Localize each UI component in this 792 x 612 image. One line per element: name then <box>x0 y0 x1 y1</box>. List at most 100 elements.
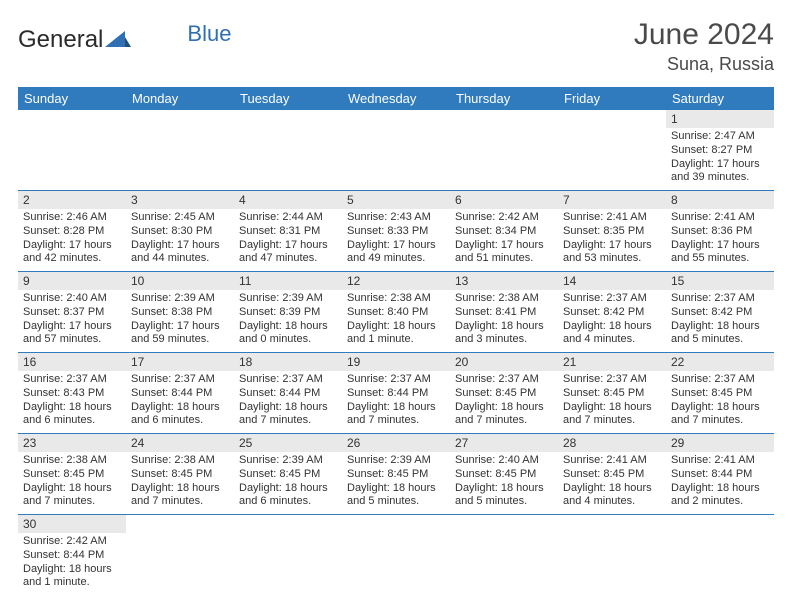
day-number: 30 <box>18 515 126 533</box>
calendar-cell: 14Sunrise: 2:37 AMSunset: 8:42 PMDayligh… <box>558 272 666 353</box>
sunset-text: Sunset: 8:45 PM <box>239 468 337 482</box>
calendar-cell: 5Sunrise: 2:43 AMSunset: 8:33 PMDaylight… <box>342 191 450 272</box>
sunset-text: Sunset: 8:44 PM <box>23 549 121 563</box>
calendar-cell: 26Sunrise: 2:39 AMSunset: 8:45 PMDayligh… <box>342 434 450 515</box>
daylight-text: and 39 minutes. <box>671 171 769 185</box>
daylight-text: Daylight: 17 hours <box>23 239 121 253</box>
sunrise-text: Sunrise: 2:43 AM <box>347 211 445 225</box>
calendar-cell: 19Sunrise: 2:37 AMSunset: 8:44 PMDayligh… <box>342 353 450 434</box>
header: General Blue June 2024 Suna, Russia <box>18 18 774 75</box>
day-number: 14 <box>558 272 666 290</box>
sunrise-text: Sunrise: 2:38 AM <box>23 454 121 468</box>
day-number: 15 <box>666 272 774 290</box>
calendar-cell: 18Sunrise: 2:37 AMSunset: 8:44 PMDayligh… <box>234 353 342 434</box>
sunset-text: Sunset: 8:45 PM <box>671 387 769 401</box>
day-number: 1 <box>666 110 774 128</box>
daylight-text: and 53 minutes. <box>563 252 661 266</box>
weekday-header: Thursday <box>450 87 558 110</box>
sunrise-text: Sunrise: 2:40 AM <box>23 292 121 306</box>
title-block: June 2024 Suna, Russia <box>634 18 774 75</box>
daylight-text: Daylight: 17 hours <box>671 158 769 172</box>
daylight-text: and 5 minutes. <box>671 333 769 347</box>
calendar-week-row: 23Sunrise: 2:38 AMSunset: 8:45 PMDayligh… <box>18 434 774 515</box>
daylight-text: Daylight: 18 hours <box>131 482 229 496</box>
daylight-text: and 7 minutes. <box>23 495 121 509</box>
daylight-text: Daylight: 18 hours <box>563 482 661 496</box>
calendar-cell <box>234 110 342 191</box>
calendar-cell: 30Sunrise: 2:42 AMSunset: 8:44 PMDayligh… <box>18 515 126 596</box>
sunset-text: Sunset: 8:45 PM <box>563 387 661 401</box>
daylight-text: and 49 minutes. <box>347 252 445 266</box>
weekday-header: Saturday <box>666 87 774 110</box>
day-number: 7 <box>558 191 666 209</box>
sunset-text: Sunset: 8:41 PM <box>455 306 553 320</box>
sunrise-text: Sunrise: 2:39 AM <box>239 454 337 468</box>
sunrise-text: Sunrise: 2:38 AM <box>131 454 229 468</box>
sunrise-text: Sunrise: 2:45 AM <box>131 211 229 225</box>
sunset-text: Sunset: 8:36 PM <box>671 225 769 239</box>
weekday-header: Wednesday <box>342 87 450 110</box>
sunrise-text: Sunrise: 2:46 AM <box>23 211 121 225</box>
daylight-text: and 3 minutes. <box>455 333 553 347</box>
sunrise-text: Sunrise: 2:42 AM <box>23 535 121 549</box>
calendar-cell: 28Sunrise: 2:41 AMSunset: 8:45 PMDayligh… <box>558 434 666 515</box>
daylight-text: Daylight: 18 hours <box>563 401 661 415</box>
calendar-cell: 4Sunrise: 2:44 AMSunset: 8:31 PMDaylight… <box>234 191 342 272</box>
calendar-cell: 22Sunrise: 2:37 AMSunset: 8:45 PMDayligh… <box>666 353 774 434</box>
calendar-cell <box>342 110 450 191</box>
daylight-text: Daylight: 18 hours <box>239 401 337 415</box>
daylight-text: Daylight: 18 hours <box>23 401 121 415</box>
daylight-text: and 6 minutes. <box>131 414 229 428</box>
sunrise-text: Sunrise: 2:37 AM <box>671 292 769 306</box>
day-number: 20 <box>450 353 558 371</box>
daylight-text: and 1 minute. <box>347 333 445 347</box>
sunset-text: Sunset: 8:45 PM <box>131 468 229 482</box>
calendar-cell: 24Sunrise: 2:38 AMSunset: 8:45 PMDayligh… <box>126 434 234 515</box>
daylight-text: and 5 minutes. <box>455 495 553 509</box>
day-number: 28 <box>558 434 666 452</box>
daylight-text: Daylight: 18 hours <box>23 482 121 496</box>
calendar-cell <box>450 515 558 596</box>
sunset-text: Sunset: 8:34 PM <box>455 225 553 239</box>
daylight-text: Daylight: 17 hours <box>455 239 553 253</box>
sunset-text: Sunset: 8:44 PM <box>347 387 445 401</box>
calendar-cell <box>234 515 342 596</box>
day-number: 12 <box>342 272 450 290</box>
calendar-week-row: 9Sunrise: 2:40 AMSunset: 8:37 PMDaylight… <box>18 272 774 353</box>
weekday-header-row: Sunday Monday Tuesday Wednesday Thursday… <box>18 87 774 110</box>
calendar-week-row: 30Sunrise: 2:42 AMSunset: 8:44 PMDayligh… <box>18 515 774 596</box>
sunrise-text: Sunrise: 2:39 AM <box>347 454 445 468</box>
calendar-cell: 23Sunrise: 2:38 AMSunset: 8:45 PMDayligh… <box>18 434 126 515</box>
daylight-text: Daylight: 17 hours <box>239 239 337 253</box>
daylight-text: Daylight: 18 hours <box>563 320 661 334</box>
sunrise-text: Sunrise: 2:37 AM <box>347 373 445 387</box>
daylight-text: Daylight: 18 hours <box>131 401 229 415</box>
sunset-text: Sunset: 8:40 PM <box>347 306 445 320</box>
sunset-text: Sunset: 8:45 PM <box>455 468 553 482</box>
daylight-text: and 4 minutes. <box>563 333 661 347</box>
daylight-text: and 7 minutes. <box>455 414 553 428</box>
daylight-text: and 2 minutes. <box>671 495 769 509</box>
calendar-cell <box>558 110 666 191</box>
daylight-text: and 57 minutes. <box>23 333 121 347</box>
day-number: 8 <box>666 191 774 209</box>
day-number: 26 <box>342 434 450 452</box>
calendar-cell: 27Sunrise: 2:40 AMSunset: 8:45 PMDayligh… <box>450 434 558 515</box>
sunrise-text: Sunrise: 2:39 AM <box>239 292 337 306</box>
daylight-text: and 42 minutes. <box>23 252 121 266</box>
daylight-text: Daylight: 18 hours <box>239 482 337 496</box>
day-number: 9 <box>18 272 126 290</box>
sunrise-text: Sunrise: 2:41 AM <box>563 211 661 225</box>
sunset-text: Sunset: 8:43 PM <box>23 387 121 401</box>
sunrise-text: Sunrise: 2:41 AM <box>671 454 769 468</box>
calendar-cell: 20Sunrise: 2:37 AMSunset: 8:45 PMDayligh… <box>450 353 558 434</box>
daylight-text: and 6 minutes. <box>239 495 337 509</box>
sunrise-text: Sunrise: 2:37 AM <box>455 373 553 387</box>
calendar-cell <box>342 515 450 596</box>
daylight-text: Daylight: 18 hours <box>347 401 445 415</box>
calendar-cell <box>126 515 234 596</box>
calendar-cell: 2Sunrise: 2:46 AMSunset: 8:28 PMDaylight… <box>18 191 126 272</box>
sunrise-text: Sunrise: 2:40 AM <box>455 454 553 468</box>
daylight-text: and 55 minutes. <box>671 252 769 266</box>
logo: General Blue <box>18 18 231 54</box>
